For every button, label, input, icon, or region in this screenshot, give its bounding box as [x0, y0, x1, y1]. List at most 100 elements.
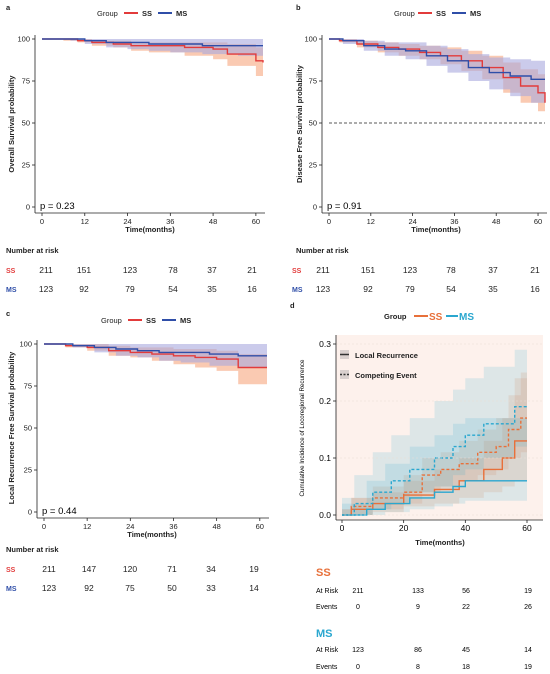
y-tick-label: 25	[309, 161, 317, 170]
risk-value-ms: 16	[530, 284, 540, 294]
ms-at-risk-label: At Risk	[316, 647, 339, 654]
x-tick-label: 60	[534, 217, 542, 226]
risk-value-ms: 35	[207, 284, 217, 294]
risk-value-ss: 123	[123, 265, 137, 275]
risk-value-ss: 211	[316, 265, 330, 275]
ss-events-value: 26	[524, 604, 532, 611]
x-tick-label: 0	[340, 523, 345, 533]
y-tick-label: 75	[24, 382, 32, 391]
x-tick-label: 12	[367, 217, 375, 226]
panel-c-legend: Group SS MS	[101, 316, 191, 325]
ss-events-value: 22	[462, 604, 470, 611]
panel-a-letter: a	[6, 3, 11, 12]
panel-b-letter: b	[296, 3, 301, 12]
y-tick-label: 0.0	[319, 510, 331, 520]
panel-b-xlabel: Time(months)	[411, 225, 461, 234]
ms-events-value: 19	[524, 664, 532, 671]
risk-value-ms: 54	[168, 284, 178, 294]
risk-value-ss: 211	[42, 564, 56, 574]
ss-at-risk-value: 56	[462, 588, 470, 595]
risk-value-ms: 79	[405, 284, 415, 294]
panel-b-risk-title: Number at risk	[296, 246, 349, 255]
ss-at-risk-value: 19	[524, 588, 532, 595]
panel-c-letter: c	[6, 309, 10, 318]
x-tick-label: 48	[212, 522, 220, 531]
risk-value-ms: 14	[249, 583, 259, 593]
risk-value-ss: 71	[167, 564, 177, 574]
x-tick-label: 40	[461, 523, 471, 533]
risk-value-ms: 50	[167, 583, 177, 593]
risk-value-ss: 147	[82, 564, 96, 574]
y-tick-label: 25	[22, 161, 30, 170]
panel-c-ylabel: Local Recurrence Free Survival probabili…	[7, 351, 16, 504]
y-tick-label: 0.2	[319, 396, 331, 406]
panel-b-legend: Group SS MS	[394, 9, 481, 18]
risk-value-ms: 79	[125, 284, 135, 294]
legend-local-recurrence: Local Recurrence	[355, 351, 418, 360]
risk-value-ss: 120	[123, 564, 137, 574]
risk-value-ss: 37	[207, 265, 217, 275]
legend-ms-label: MS	[180, 316, 191, 325]
y-tick-label: 25	[24, 466, 32, 475]
ms-events-value: 0	[356, 664, 360, 671]
risk-value-ss: 123	[403, 265, 417, 275]
panel-a-ylabel: Overall Survival probability	[7, 75, 16, 173]
ms-events-label: Events	[316, 664, 338, 671]
y-tick-label: 100	[17, 35, 30, 44]
ss-events-value: 9	[416, 604, 420, 611]
risk-row-ms-label: MS	[6, 586, 17, 593]
ss-events-value: 0	[356, 604, 360, 611]
panel-a-pvalue: p = 0.23	[40, 201, 75, 212]
legend-ss-label: SS	[429, 312, 443, 323]
ms-events-value: 8	[416, 664, 420, 671]
ms-at-risk-value: 14	[524, 647, 532, 654]
x-tick-label: 48	[209, 217, 217, 226]
panel-d-legend: Group SS MS	[384, 312, 474, 323]
risk-row-ss-label: SS	[292, 268, 302, 275]
x-tick-label: 60	[252, 217, 260, 226]
x-tick-label: 12	[81, 217, 89, 226]
risk-value-ss: 78	[446, 265, 456, 275]
ms-at-risk-value: 86	[414, 647, 422, 654]
risk-value-ms: 33	[206, 583, 216, 593]
panel-a-risk-title: Number at risk	[6, 246, 59, 255]
y-tick-label: 100	[19, 340, 32, 349]
risk-value-ss: 151	[361, 265, 375, 275]
risk-value-ss: 21	[247, 265, 257, 275]
legend-group-title: Group	[384, 312, 407, 321]
risk-value-ms: 92	[79, 284, 89, 294]
risk-value-ms: 123	[316, 284, 330, 294]
risk-value-ms: 92	[84, 583, 94, 593]
legend-ss-label: SS	[142, 9, 152, 18]
risk-row-ms-label: MS	[6, 287, 17, 294]
legend-ms-label: MS	[176, 9, 187, 18]
legend-group-title: Group	[101, 316, 122, 325]
ss-at-risk-value: 133	[412, 588, 424, 595]
risk-value-ms: 54	[446, 284, 456, 294]
x-tick-label: 48	[492, 217, 500, 226]
legend-ms-label: MS	[459, 312, 474, 323]
y-tick-label: 0	[28, 508, 32, 517]
y-tick-label: 0	[26, 203, 30, 212]
y-tick-label: 50	[22, 119, 30, 128]
legend-competing-event: Competing Event	[355, 371, 417, 380]
risk-value-ss: 78	[168, 265, 178, 275]
ss-at-risk-label: At Risk	[316, 588, 339, 595]
legend-group-title: Group	[97, 9, 118, 18]
x-tick-label: 60	[256, 522, 264, 531]
panel-a-xlabel: Time(months)	[125, 225, 175, 234]
confidence-bands	[42, 39, 545, 515]
ci-band-ms	[44, 344, 267, 369]
risk-value-ms: 123	[42, 583, 56, 593]
risk-value-ms: 16	[247, 284, 257, 294]
risk-value-ms: 92	[363, 284, 373, 294]
risk-value-ms: 35	[488, 284, 498, 294]
risk-row-ss-label: SS	[6, 268, 16, 275]
panel-b-pvalue: p = 0.91	[327, 201, 362, 212]
risk-value-ss: 151	[77, 265, 91, 275]
ms-at-risk-value: 123	[352, 647, 364, 654]
risk-value-ms: 75	[125, 583, 135, 593]
panel-d-risk-tables: 211 133 56 190 9 22 26123 86 45 140 8 18 19	[352, 588, 532, 671]
panel-c-xlabel: Time(months)	[127, 530, 177, 539]
